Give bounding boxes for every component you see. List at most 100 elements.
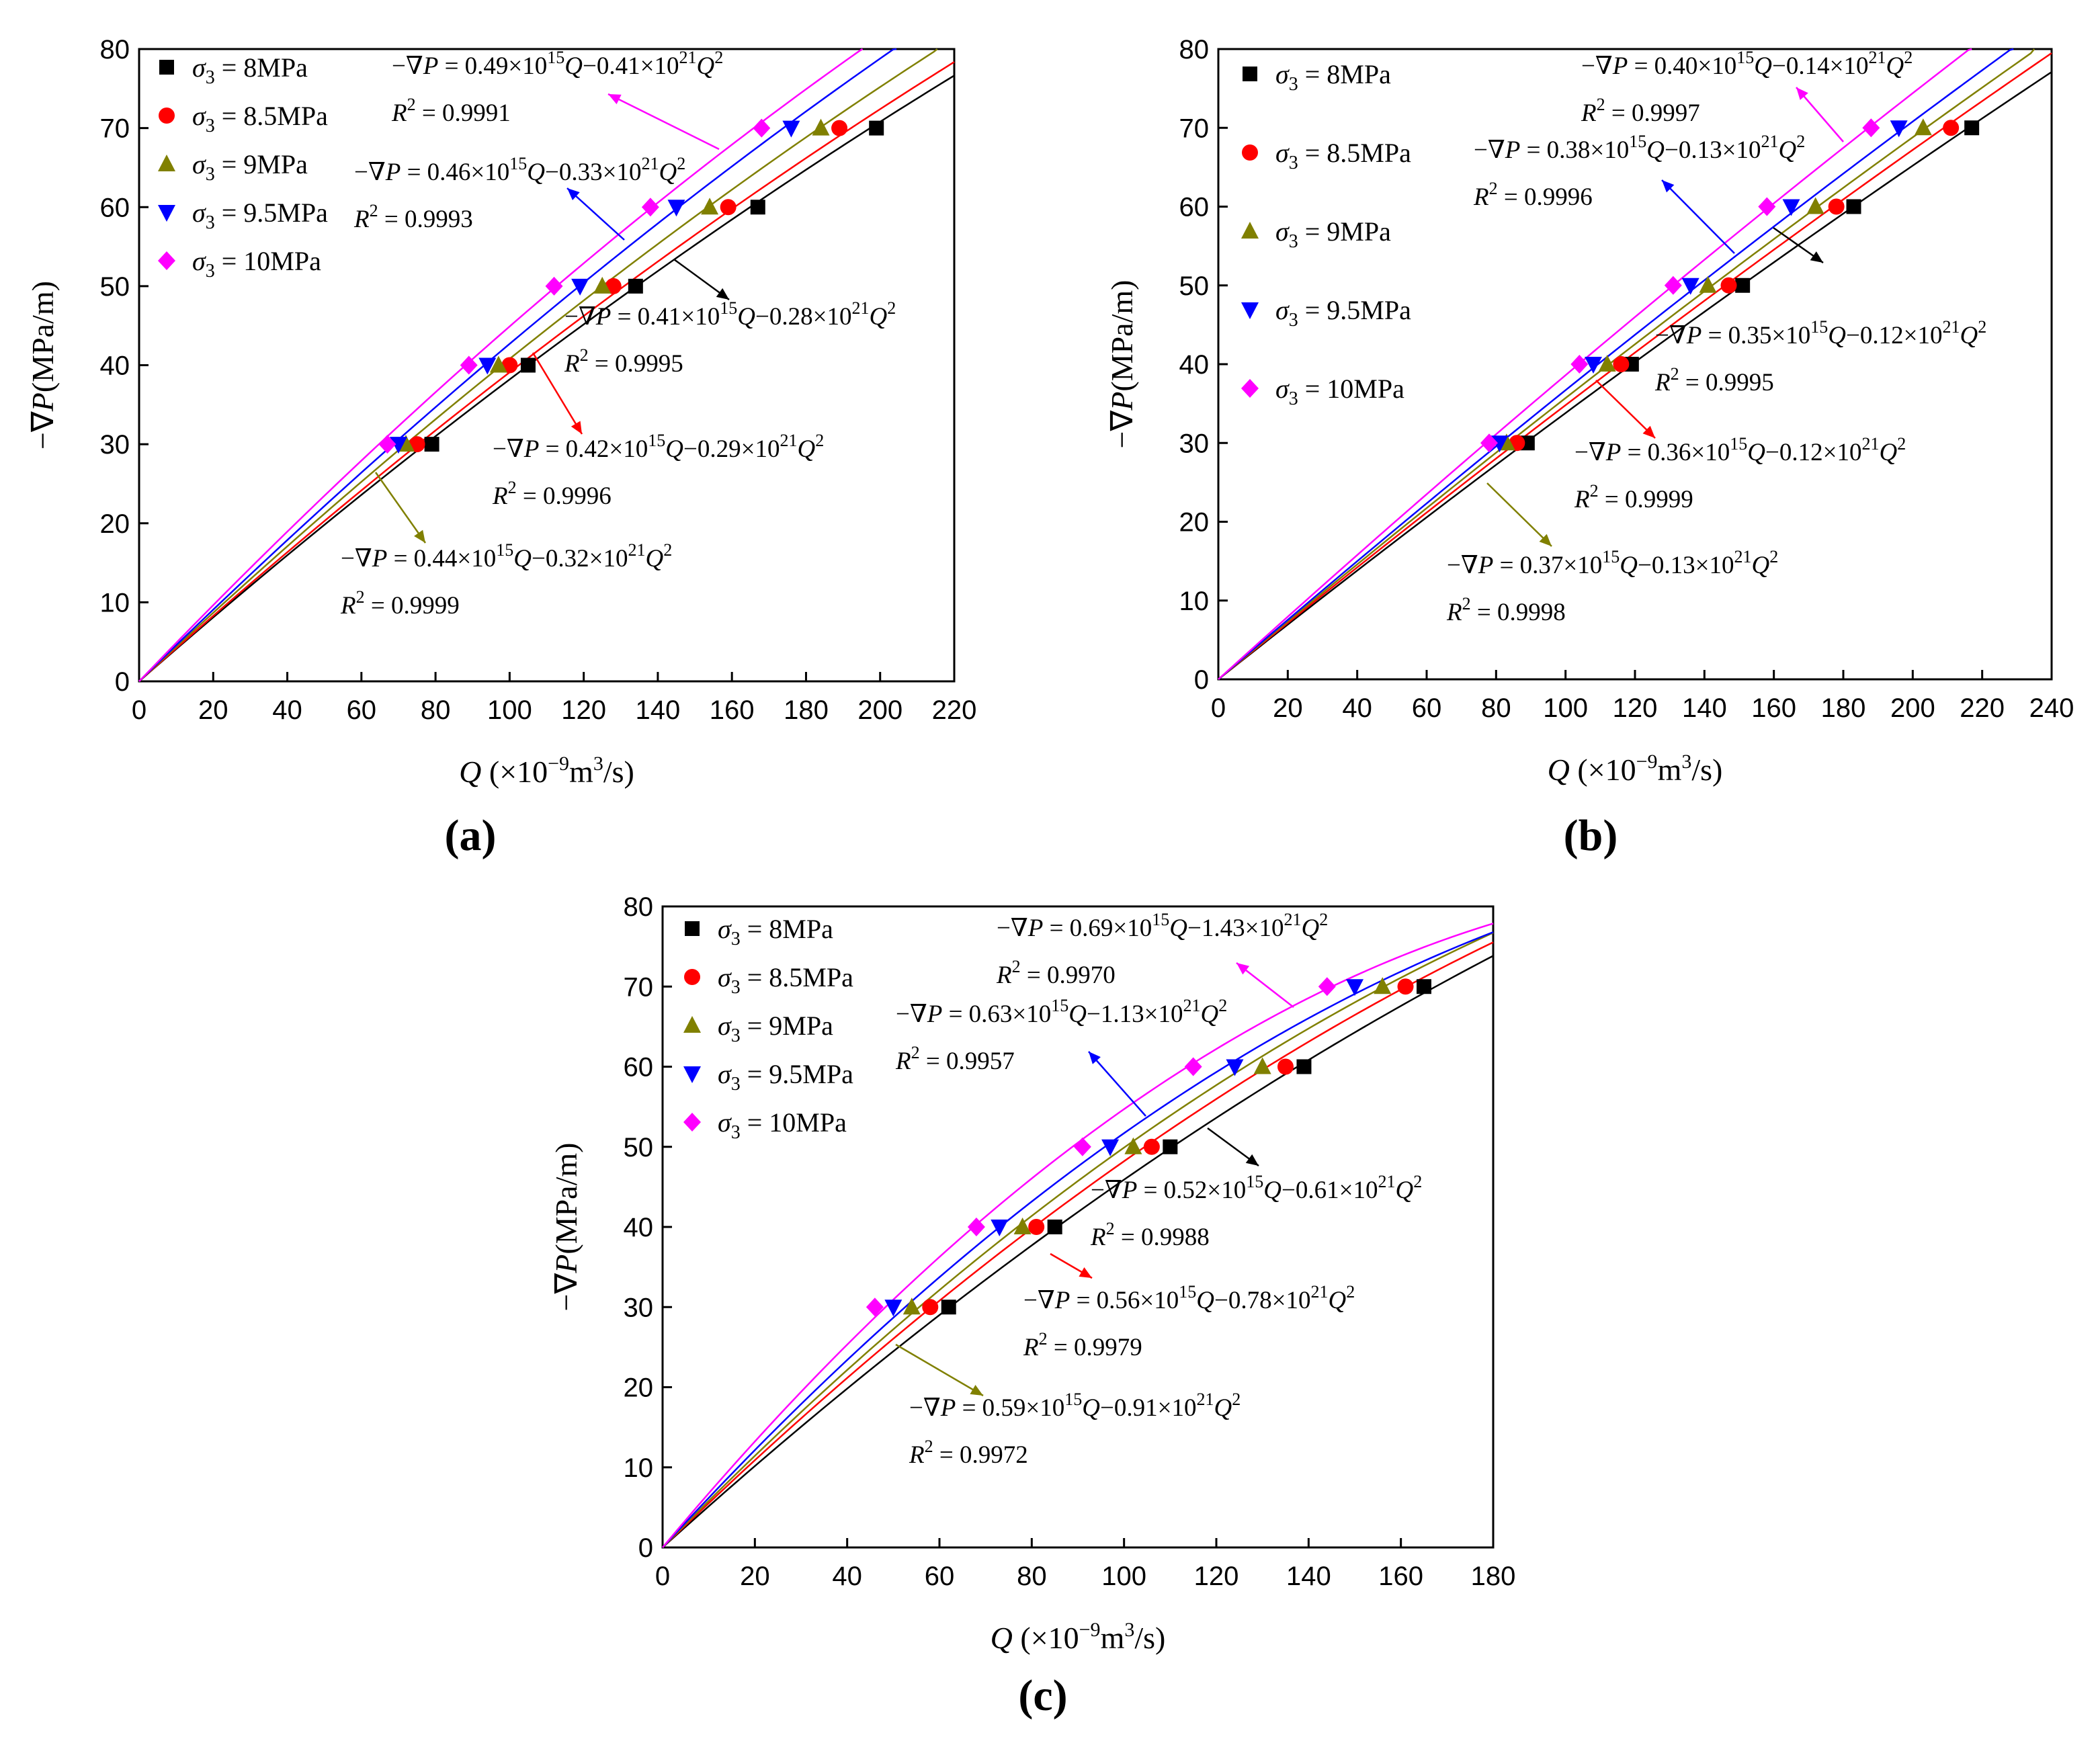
data-point-9.5MPa [389,437,407,454]
data-point-9MPa [1124,1137,1142,1154]
y-tick-label: 0 [1194,665,1209,695]
data-point-9.5MPa [991,1220,1009,1236]
data-point-8.5MPa [1613,356,1630,372]
y-axis-title: −∇P(MPa/m) [26,281,60,450]
legend-label-8MPa: σ3 = 8MPa [192,52,308,88]
fit-curve-8MPa [662,955,1494,1548]
data-point-9.5MPa [667,200,685,217]
y-tick-label: 60 [100,193,130,222]
fit-curve-9MPa [662,932,1494,1548]
fit-equation-9MPa: −∇P = 0.44×1015Q−0.32×1021Q2 [341,540,672,572]
data-point-9.5MPa [1226,1059,1244,1076]
y-tick-label: 50 [1179,271,1210,301]
annotation-arrowhead-8.5MPa [571,421,582,434]
fit-r2-10MPa: R2 = 0.9997 [1581,95,1700,127]
chart-panel-a: 0 20 40 60 80 100 120 140 160 180 200 220 0 10 20 30 40 5… [26,35,976,860]
x-tick-label: 20 [1273,693,1303,723]
data-point-8MPa [1735,278,1751,293]
legend-label-9.5MPa: σ3 = 9.5MPa [1275,295,1411,331]
annotation-arrowhead-8MPa [1810,251,1823,263]
legend-marker-10MPa [158,251,175,270]
legend-label-10MPa: σ3 = 10MPa [718,1107,847,1143]
legend-marker-9.5MPa [158,205,175,222]
annotation-arrowhead-9.5MPa [1089,1052,1101,1064]
y-axis-title: −∇P(MPa/m) [1105,280,1139,449]
fit-r2-9.5MPa: R2 = 0.9996 [1473,179,1593,211]
annotation-arrow-9MPa [1486,482,1552,547]
data-point-9MPa [701,198,719,215]
legend-label-8.5MPa: σ3 = 8.5MPa [718,962,853,998]
data-point-10MPa [460,355,478,375]
y-axis-title: −∇P(MPa/m) [549,1143,583,1312]
data-point-8.5MPa [1028,1219,1045,1235]
plot-frame [138,48,956,683]
legend-marker-8MPa [159,60,174,75]
x-tick-label: 40 [832,1562,862,1591]
data-point-10MPa [1862,118,1880,138]
legend-label-9MPa: σ3 = 9MPa [718,1011,833,1046]
data-point-8.5MPa [1720,277,1737,294]
legend-marker-9MPa [683,1016,701,1033]
data-point-8MPa [869,120,884,136]
legend-marker-9MPa [1241,222,1259,239]
x-tick-label: 100 [1101,1562,1146,1591]
data-point-9.5MPa [782,120,800,138]
x-tick-label: 160 [1751,693,1796,723]
y-tick-label: 70 [100,114,130,144]
fit-equation-10MPa: −∇P = 0.69×1015Q−1.43×1021Q2 [997,910,1328,942]
data-point-9MPa [489,355,507,373]
x-tick-label: 180 [1471,1562,1516,1591]
annotation-arrowhead-9.5MPa [1662,180,1675,193]
y-tick-label: 0 [638,1533,653,1563]
data-point-10MPa [1664,275,1682,295]
data-point-9.5MPa [1490,435,1509,453]
fit-r2-9MPa: R2 = 0.9999 [340,587,460,620]
legend-label-10MPa: σ3 = 10MPa [1275,374,1404,409]
data-point-8.5MPa [1943,120,1960,136]
annotation-arrow-9MPa [895,1343,984,1397]
data-point-9.5MPa [1782,199,1800,216]
legend-label-8MPa: σ3 = 8MPa [718,914,833,949]
fit-curve-9.5MPa [138,48,897,682]
data-point-8MPa [941,1300,956,1315]
y-tick-label: 80 [1179,35,1210,65]
legend-marker-10MPa [683,1113,701,1132]
fit-equation-8.5MPa: −∇P = 0.56×1015Q−0.78×1021Q2 [1023,1282,1355,1314]
data-point-10MPa [967,1218,985,1236]
data-point-10MPa [641,198,659,217]
legend-label-8.5MPa: σ3 = 8.5MPa [1275,138,1411,173]
fit-r2-9.5MPa: R2 = 0.9957 [895,1043,1015,1075]
data-point-9.5MPa [1585,357,1602,374]
data-point-9.5MPa [571,278,589,296]
fit-equation-8MPa: −∇P = 0.52×1015Q−0.61×1021Q2 [1091,1172,1422,1204]
fit-equation-8MPa: −∇P = 0.41×1015Q−0.28×1021Q2 [564,298,896,331]
data-point-8MPa [1964,120,1980,136]
fit-curve-8.5MPa [138,61,955,682]
x-axis-title: Q (×10−9m3/s) [1548,751,1723,787]
y-tick-label: 80 [100,35,130,65]
legend-label-9MPa: σ3 = 9MPa [1275,216,1391,252]
fit-r2-10MPa: R2 = 0.9970 [996,957,1116,989]
x-tick-label: 100 [487,695,532,725]
data-point-9.5MPa [1890,120,1908,138]
annotation-arrow-10MPa [607,93,720,151]
annotation-arrow-8.5MPa [1595,380,1656,439]
annotation-arrowhead-8MPa [1245,1154,1259,1166]
fit-equation-8.5MPa: −∇P = 0.42×1015Q−0.29×1021Q2 [493,431,824,463]
y-tick-label: 50 [624,1133,654,1162]
data-point-8MPa [520,357,536,373]
data-point-9.5MPa [478,357,497,375]
fit-curve-8.5MPa [1218,52,2052,680]
x-tick-label: 180 [784,695,829,725]
fit-curve-9MPa [1218,48,2035,680]
annotation-arrowhead-8.5MPa [1079,1267,1092,1278]
fit-curve-9.5MPa [1218,48,2014,680]
data-point-8.5MPa [1277,1058,1294,1075]
x-axis-title: Q (×10−9m3/s) [459,753,634,789]
data-point-8MPa [1846,199,1861,214]
x-tick-label: 220 [932,695,977,725]
y-tick-label: 20 [624,1373,654,1403]
fit-r2-8.5MPa: R2 = 0.9996 [492,478,612,510]
fit-equation-9MPa: −∇P = 0.37×1015Q−0.13×1021Q2 [1447,547,1778,579]
